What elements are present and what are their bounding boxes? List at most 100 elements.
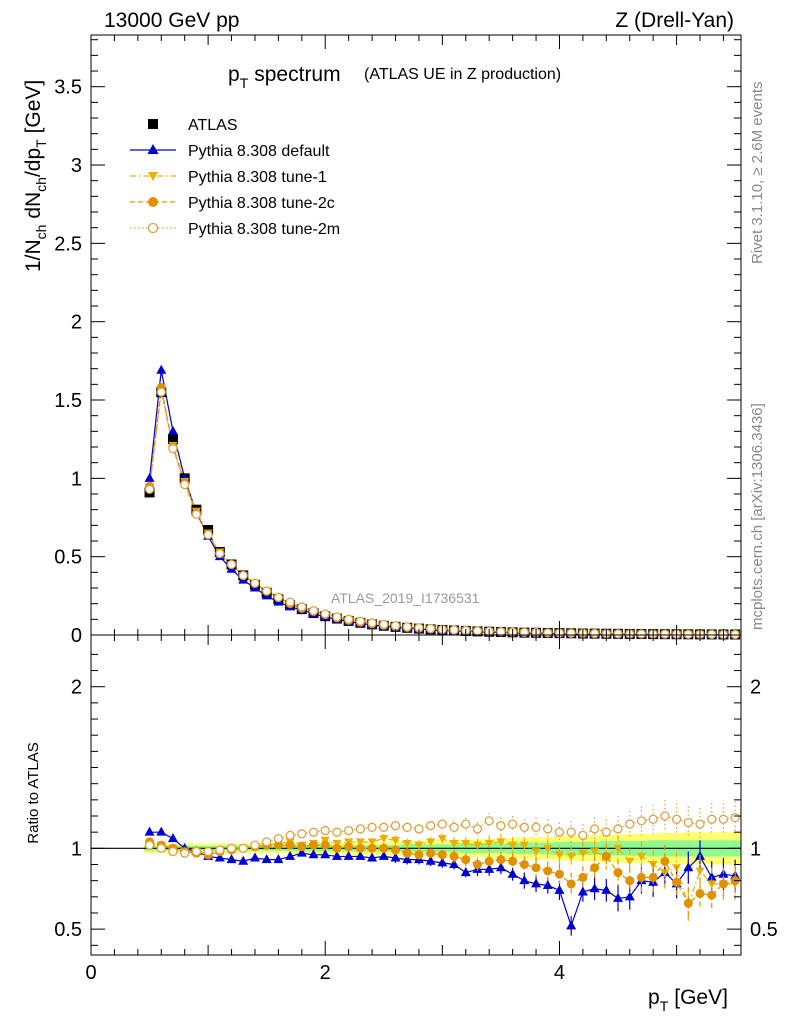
main-title-word: spectrum	[254, 63, 340, 86]
ratio-point-tune2m	[625, 819, 635, 829]
ratio-point-default	[613, 892, 624, 902]
ratio-point-default	[519, 875, 530, 885]
ratio-point-tune2c	[320, 840, 330, 850]
ratio-ytick-label: 0.5	[54, 919, 82, 941]
ratio-ytick-label: 1	[71, 838, 82, 860]
main-point-tune2m	[589, 628, 600, 639]
ratio-point-tune2m	[437, 819, 448, 829]
ratio-point-tune2m	[507, 819, 518, 829]
ratio-point-tune2c	[285, 840, 295, 850]
ratio-point-tune1	[590, 848, 600, 857]
ratio-point-default	[495, 862, 506, 872]
ratio-point-tune1	[484, 839, 494, 848]
ratio-point-tune2m	[449, 822, 459, 832]
ratio-xtick-label: 2	[320, 962, 331, 984]
ratio-point-default	[624, 891, 635, 901]
ratio-point-tune1	[472, 841, 482, 850]
ratio-panel-frame	[90, 634, 742, 956]
ratio-point-tune2m	[718, 814, 729, 824]
main-ytick-label: 2	[71, 312, 82, 334]
ratio-point-tune2c	[625, 876, 635, 886]
legend-marker-tune1	[148, 172, 158, 181]
ratio-ytick-label-right: 2	[750, 677, 761, 699]
ratio-point-default	[273, 854, 284, 864]
ratio-point-tune2c	[472, 859, 482, 869]
main-point-tune2m	[730, 629, 740, 640]
ratio-point-tune1	[391, 836, 401, 845]
rivet-version-label: Rivet 3.1.10, ≥ 2.6M events	[749, 82, 766, 265]
ratio-point-tune2m	[367, 822, 377, 832]
ratio-point-default	[226, 854, 237, 864]
xlabel-p: p	[648, 986, 660, 1009]
ratio-point-tune2c	[508, 856, 518, 866]
main-title-p: p	[228, 63, 240, 86]
ratio-point-tune1	[566, 852, 576, 861]
ratio-point-tune2c	[273, 840, 283, 850]
ratio-point-default	[437, 857, 448, 867]
ratio-point-tune2m	[601, 827, 611, 837]
main-point-tune2m	[472, 626, 483, 636]
legend-label-tune1: Pythia 8.308 tune-1	[188, 169, 327, 186]
ratio-point-tune2c	[461, 855, 471, 865]
main-ytick-label: 3.5	[54, 77, 82, 99]
ratio-point-tune2c	[519, 859, 529, 869]
ratio-point-default	[683, 862, 694, 872]
ratio-point-tune2m	[273, 833, 284, 844]
main-panel-ticks: 0 0.5 1 1.5 2 2.5 3 3.5	[54, 35, 741, 647]
legend-marker-tune2m	[147, 222, 159, 234]
ratio-point-tune2m	[379, 822, 389, 832]
ratio-point-tune2m	[168, 846, 178, 857]
ratio-point-tune2c	[695, 889, 705, 899]
main-ylabel: 1/Nch dNch/dpT [GeV]	[22, 80, 49, 272]
ratio-ytick-label-right: 1	[750, 838, 761, 860]
legend-marker-data	[148, 119, 158, 129]
ratio-point-tune1	[461, 839, 471, 848]
ratio-point-tune2c	[718, 879, 728, 889]
ratio-point-default	[285, 850, 296, 860]
main-point-tune2m	[215, 548, 225, 559]
legend: ATLAS Pythia 8.308 default Pythia 8.308 tu…	[130, 117, 340, 238]
ratio-panel-series	[144, 799, 741, 936]
ratio-point-tune2c	[449, 851, 459, 861]
ratio-point-default	[144, 826, 155, 836]
ratio-point-tune1	[531, 848, 541, 857]
ratio-point-default	[214, 852, 225, 862]
ratio-point-tune2m	[355, 824, 366, 834]
main-point-tune2m	[496, 627, 506, 637]
ratio-point-default	[331, 850, 342, 860]
main-point-tune2m	[297, 602, 307, 612]
ratio-point-tune2m	[180, 848, 190, 858]
main-point-tune2m	[191, 509, 202, 520]
ratio-point-tune2c	[554, 869, 564, 879]
ratio-point-tune2m	[589, 824, 600, 834]
legend-marker-tune2c	[148, 197, 158, 207]
main-point-tune2m	[168, 443, 178, 454]
ratio-point-tune2m	[543, 824, 553, 834]
ratio-point-tune2m	[285, 830, 295, 841]
ratio-point-tune1	[554, 851, 564, 860]
ratio-point-default	[601, 884, 612, 894]
ratio-point-tune2c	[484, 856, 494, 866]
main-title-sub: T	[240, 75, 249, 91]
ratio-point-tune1	[707, 880, 717, 889]
ratio-point-default	[460, 867, 471, 877]
main-title-extra: (ATLAS UE in Z production)	[364, 66, 561, 83]
ratio-point-tune2c	[648, 872, 658, 882]
ratio-point-default	[589, 883, 600, 893]
ratio-point-tune2c	[707, 890, 717, 900]
ratio-point-tune2c	[683, 898, 693, 908]
ratio-point-default	[449, 858, 460, 868]
ratio-point-default	[577, 886, 588, 896]
ratio-point-tune2c	[672, 877, 682, 887]
ratio-point-tune2m	[425, 821, 436, 831]
ratio-point-tune1	[543, 844, 553, 853]
mcplots-label: mcplots.cern.ch [arXiv:1306.3436]	[749, 403, 766, 630]
ratio-point-tune2c	[355, 843, 365, 853]
ratio-point-tune1	[414, 841, 424, 850]
ratio-point-tune2c	[601, 851, 611, 861]
ratio-point-tune2m	[683, 817, 693, 828]
ratio-point-tune1	[426, 838, 436, 847]
ratio-point-default	[249, 852, 260, 862]
ratio-point-tune2c	[332, 843, 342, 853]
ratio-point-default	[402, 854, 413, 864]
